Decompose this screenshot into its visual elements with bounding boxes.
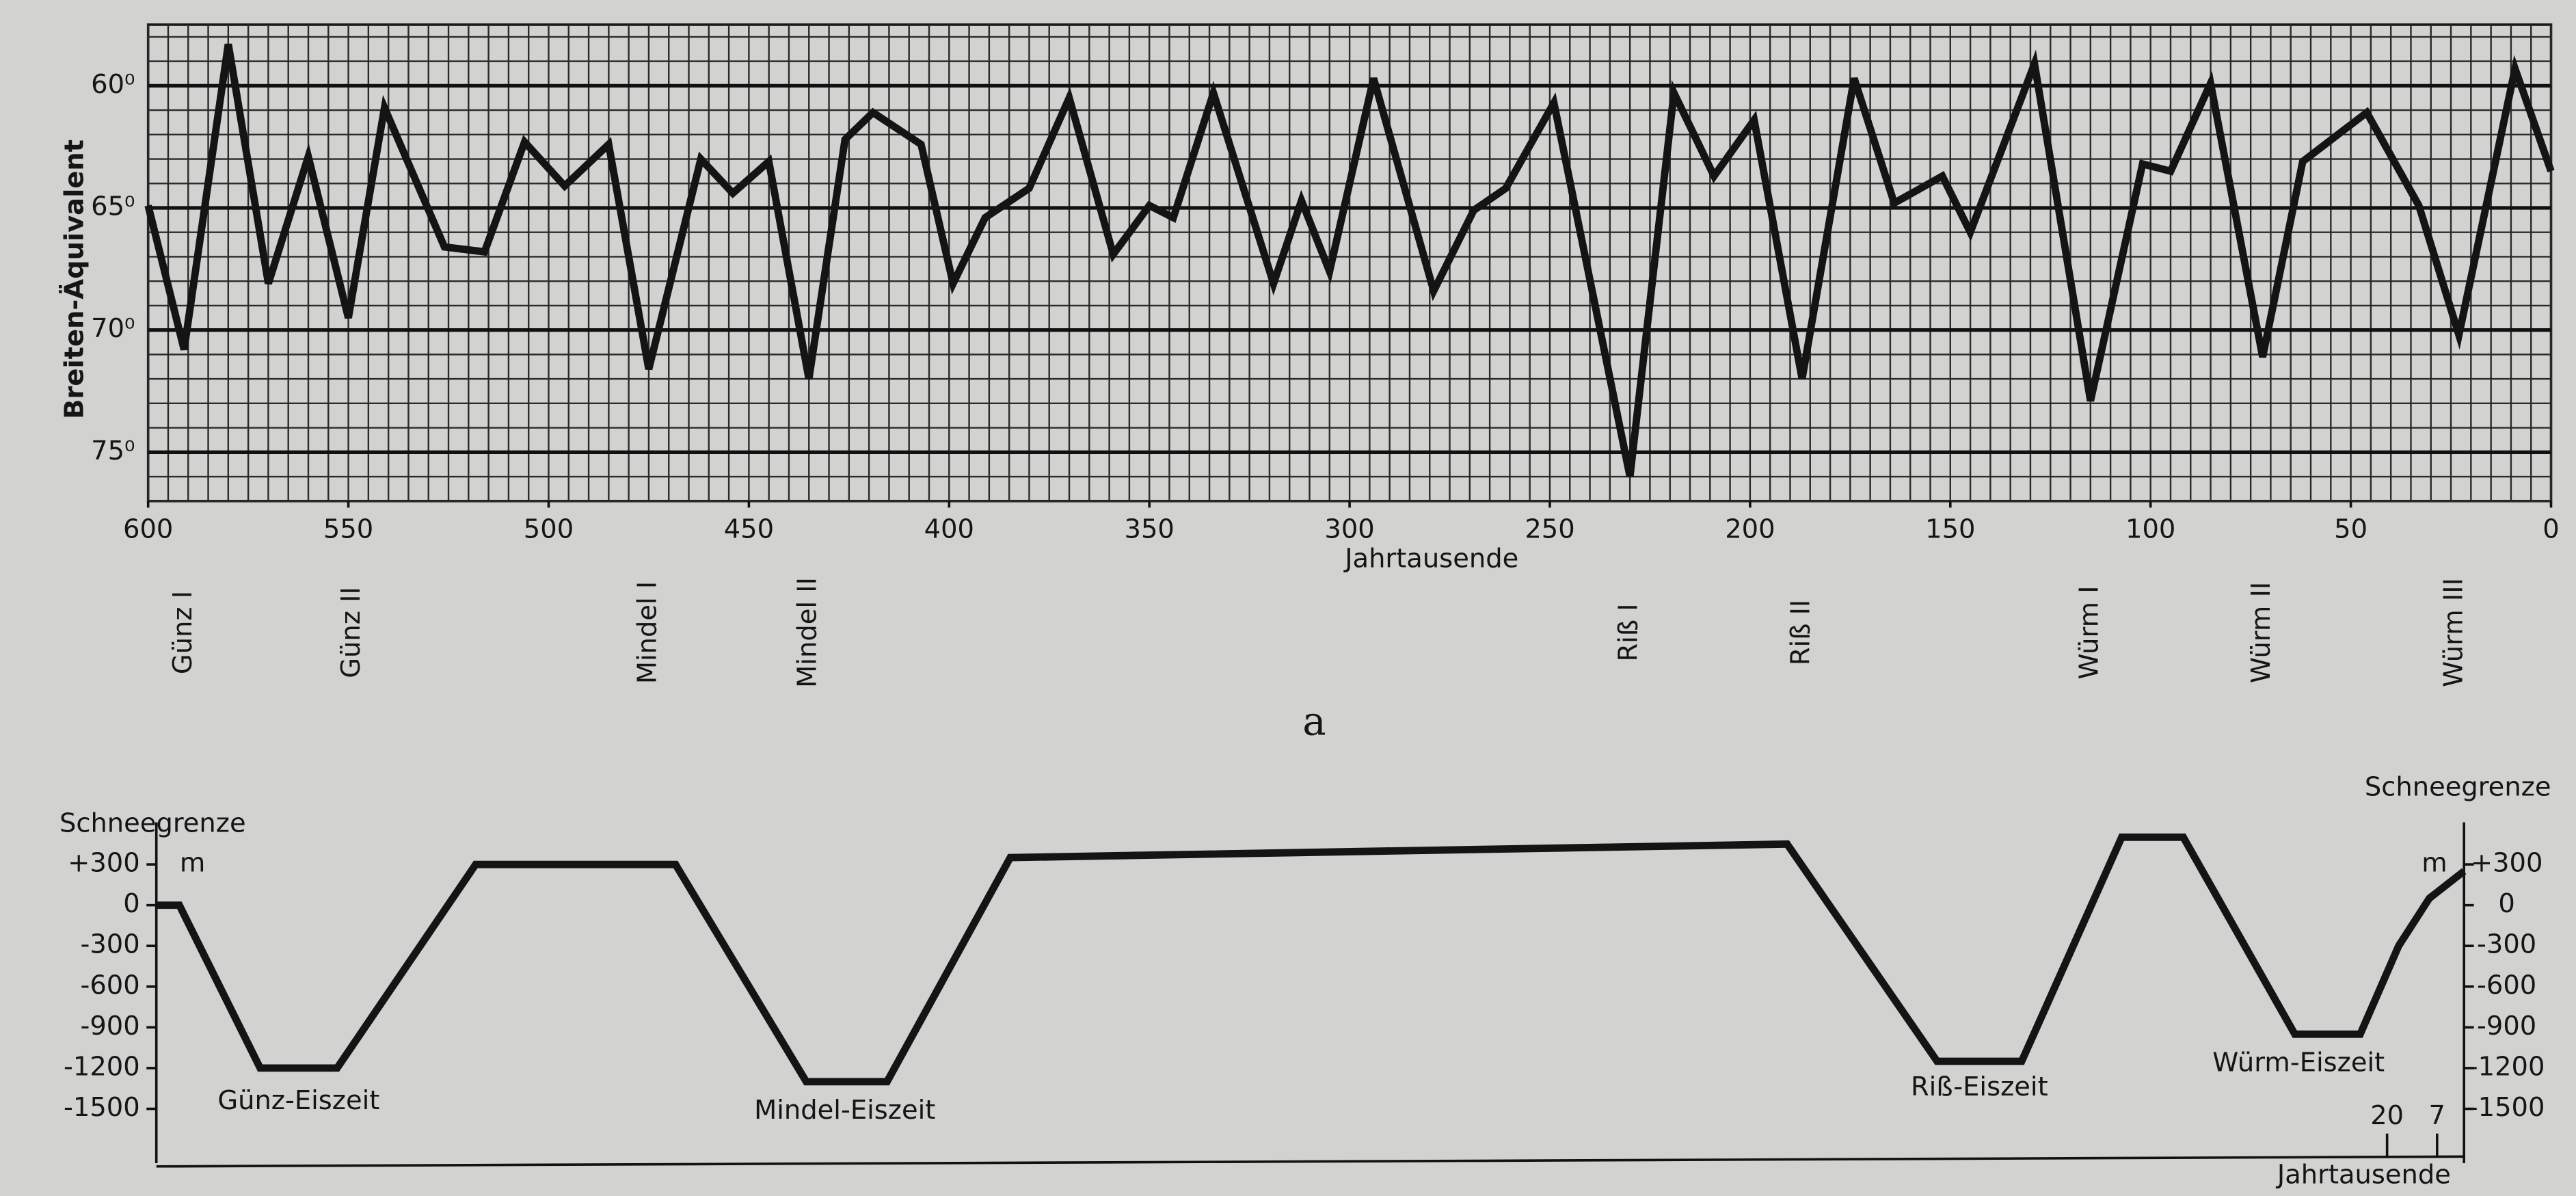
y-tick-label: +300 [68, 848, 140, 879]
data-line [156, 833, 2467, 1086]
y2-tick-label: -900 [2477, 1011, 2536, 1041]
y2-tick-label: -1500 [2469, 1092, 2545, 1123]
x-tick-label: 250 [1525, 514, 1574, 544]
x-tick-label: 200 [1725, 514, 1775, 544]
x-tick-label: 500 [524, 514, 574, 544]
glacial-label: Mindel I [632, 581, 662, 684]
glacial-label: Mindel II [792, 577, 823, 688]
glaciation-label: Mindel-Eiszeit [754, 1095, 935, 1126]
x-tick-label: 400 [924, 514, 974, 544]
y-tick-label: -900 [80, 1011, 139, 1041]
glacial-label: Günz II [336, 587, 366, 678]
x-axis [156, 1155, 2465, 1168]
glacial-label: Günz I [167, 591, 198, 674]
y2-tick-label: -1200 [2469, 1051, 2545, 1082]
y-tick-label: -1200 [64, 1051, 140, 1082]
glaciation-label: Würm-Eiszeit [2212, 1047, 2385, 1078]
x-tick-label: 600 [123, 514, 173, 544]
y-tick-label: 60⁰ [91, 69, 135, 100]
data-line [144, 43, 2555, 478]
y-tick-label: -1500 [64, 1092, 140, 1123]
x-tick-label: 100 [2125, 514, 2175, 544]
x-tick-label: 450 [724, 514, 774, 544]
glacial-label: Würm III [2438, 578, 2469, 687]
x-tick-label: 150 [1925, 514, 1975, 544]
x-axis-label: Jahrtausende [1343, 544, 1518, 574]
glacial-label: Riß I [1613, 603, 1644, 661]
x-axis-label: Jahrtausende [2276, 1160, 2451, 1191]
panel-label: a [1302, 698, 1326, 745]
glacial-label: Riß II [1786, 600, 1816, 665]
y2-axis-label: Schneegrenze [2365, 772, 2551, 803]
glacial-label: Würm I [2074, 585, 2104, 679]
y2-tick-label: -600 [2477, 970, 2536, 1000]
glaciation-label: Günz-Eiszeit [217, 1085, 379, 1116]
x-tick-label: 20 [2370, 1100, 2404, 1131]
y-tick-label: 0 [123, 888, 139, 919]
y-axis-label: Breiten-Äquivalent [57, 139, 90, 419]
y-tick-label: -300 [80, 929, 139, 960]
y-tick-label: -600 [80, 970, 139, 1000]
x-tick-label: 300 [1324, 514, 1374, 544]
y2-tick-label: +300 [2471, 848, 2543, 879]
y-unit: m [180, 848, 205, 879]
x-tick-label: 50 [2334, 514, 2367, 544]
y-tick-label: 75⁰ [91, 436, 135, 466]
y2-unit: m [2421, 848, 2447, 879]
glacial-label: Würm II [2246, 582, 2277, 683]
y2-tick-label: 0 [2498, 888, 2514, 919]
y-axis-label: Schneegrenze [59, 808, 246, 839]
glaciation-label: Riß-Eiszeit [1911, 1072, 2048, 1102]
x-tick-label: 550 [323, 514, 373, 544]
x-tick-label: 7 [2429, 1100, 2445, 1131]
y-tick-label: 65⁰ [91, 191, 135, 222]
x-tick-label: 350 [1125, 514, 1175, 544]
y2-tick-label: -300 [2477, 929, 2536, 960]
y-tick-label: 70⁰ [91, 313, 135, 344]
x-tick-label: 0 [2543, 514, 2559, 544]
